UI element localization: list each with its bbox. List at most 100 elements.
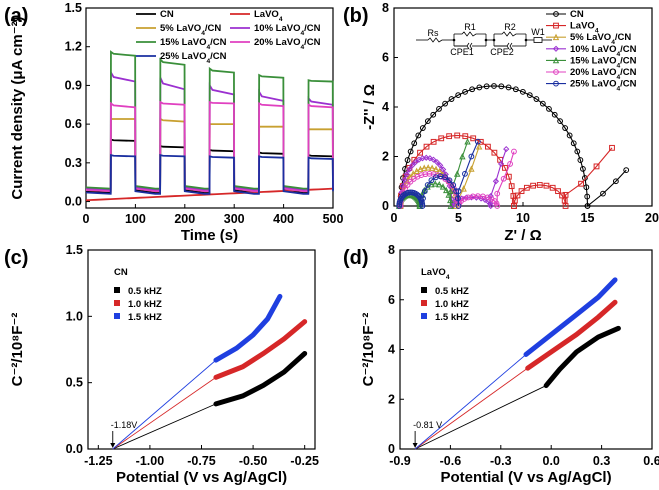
panel-label: (a) bbox=[4, 5, 28, 27]
data-point bbox=[551, 111, 558, 118]
data-point bbox=[433, 158, 441, 166]
data-point bbox=[477, 138, 484, 145]
data-point bbox=[453, 188, 459, 195]
data-point bbox=[593, 163, 600, 170]
legend-swatch bbox=[421, 300, 427, 306]
data-point bbox=[440, 166, 447, 173]
x-tick-label: -0.9 bbox=[389, 454, 411, 468]
series-line bbox=[525, 299, 618, 371]
legend-marker bbox=[553, 69, 559, 75]
data-point bbox=[494, 190, 501, 197]
legend-marker bbox=[553, 80, 559, 87]
data-point bbox=[503, 145, 510, 153]
x-tick-label: 15 bbox=[581, 211, 595, 225]
data-point bbox=[566, 132, 573, 139]
data-point bbox=[428, 164, 436, 171]
x-tick-label: 100 bbox=[125, 212, 146, 226]
x-tick-label: -1.25 bbox=[84, 454, 113, 468]
legend-label: 10% LaVO4/CN bbox=[570, 44, 637, 58]
cpe1-symbol bbox=[466, 42, 470, 50]
data-point bbox=[476, 84, 483, 91]
data-point bbox=[492, 178, 500, 185]
resistor-r1 bbox=[454, 31, 486, 37]
y-tick-label: 2 bbox=[388, 392, 395, 406]
x-tick-label: 400 bbox=[273, 212, 294, 226]
x-tick-label: 0.6 bbox=[643, 454, 659, 468]
cpe2-symbol bbox=[506, 42, 510, 50]
series-line bbox=[85, 153, 334, 195]
legend-label: 0.5 kHZ bbox=[435, 286, 469, 297]
extrapolation-line bbox=[414, 354, 527, 450]
legend-title: LaVO4 bbox=[421, 267, 450, 281]
circuit-label: CPE2 bbox=[490, 47, 514, 57]
data-point bbox=[514, 192, 521, 199]
data-point bbox=[582, 175, 588, 181]
intercept-label: -1.18V bbox=[111, 420, 138, 430]
data-point bbox=[543, 182, 550, 189]
y-tick-label: 0.0 bbox=[65, 195, 82, 209]
data-point bbox=[530, 182, 536, 189]
y-tick-label: 8 bbox=[388, 243, 395, 257]
data-point bbox=[491, 149, 498, 156]
data-point bbox=[562, 191, 569, 198]
data-point bbox=[609, 144, 615, 151]
data-point bbox=[600, 190, 606, 197]
data-point bbox=[578, 180, 584, 187]
data-point bbox=[555, 188, 561, 195]
data-point bbox=[411, 140, 418, 147]
y-axis-title: -Z'' / Ω bbox=[361, 84, 378, 130]
data-point bbox=[430, 138, 437, 145]
data-point bbox=[483, 83, 490, 90]
data-point bbox=[497, 160, 505, 168]
data-point bbox=[448, 96, 455, 102]
x-tick-label: 200 bbox=[174, 212, 195, 226]
legend-label: 1.5 kHZ bbox=[435, 312, 469, 323]
data-point bbox=[423, 154, 430, 161]
data-point bbox=[407, 148, 414, 155]
data-point bbox=[484, 143, 491, 150]
circuit-label: W1 bbox=[531, 27, 545, 37]
y-tick-label: 1.2 bbox=[65, 40, 82, 54]
data-point bbox=[493, 200, 500, 207]
data-point bbox=[549, 184, 556, 191]
data-point bbox=[533, 96, 540, 102]
data-point bbox=[445, 191, 452, 198]
y-tick-label: 1.0 bbox=[66, 309, 83, 323]
legend-swatch bbox=[421, 287, 427, 293]
data-point bbox=[491, 83, 497, 89]
data-point bbox=[526, 92, 533, 98]
y-axis-title: C⁻²/10⁸F⁻² bbox=[9, 313, 26, 387]
data-point bbox=[428, 177, 435, 184]
x-tick-label: 0.0 bbox=[543, 454, 560, 468]
legend-label: 10% LaVO4/CN bbox=[254, 23, 321, 37]
y-tick-label: 0.3 bbox=[65, 156, 82, 170]
data-point bbox=[584, 193, 591, 200]
legend-label: 5% LaVO4/CN bbox=[570, 32, 631, 46]
series-line bbox=[543, 325, 621, 389]
warburg-element bbox=[533, 37, 543, 43]
x-axis-title: Time (s) bbox=[181, 227, 238, 244]
data-point bbox=[580, 166, 586, 172]
data-point bbox=[536, 182, 543, 188]
data-point bbox=[508, 183, 515, 190]
data-point bbox=[562, 203, 569, 209]
x-tick-label: -0.75 bbox=[187, 454, 216, 468]
x-tick-label: -0.25 bbox=[290, 454, 319, 468]
data-point bbox=[507, 161, 514, 167]
legend-label: CN bbox=[570, 9, 584, 20]
legend-label: 1.5 kHZ bbox=[128, 312, 162, 323]
y-tick-label: 0.6 bbox=[65, 117, 82, 131]
extrapolation-line bbox=[112, 403, 217, 450]
data-point bbox=[396, 203, 403, 209]
series-line bbox=[523, 277, 618, 357]
data-point bbox=[406, 166, 413, 173]
data-point bbox=[623, 167, 630, 174]
data-point bbox=[518, 188, 525, 195]
legend-marker bbox=[553, 22, 559, 29]
y-tick-label: 0 bbox=[382, 199, 389, 213]
data-point bbox=[423, 143, 430, 150]
data-point bbox=[519, 88, 526, 95]
data-point bbox=[500, 175, 507, 182]
x-tick-label: 10 bbox=[516, 211, 530, 225]
